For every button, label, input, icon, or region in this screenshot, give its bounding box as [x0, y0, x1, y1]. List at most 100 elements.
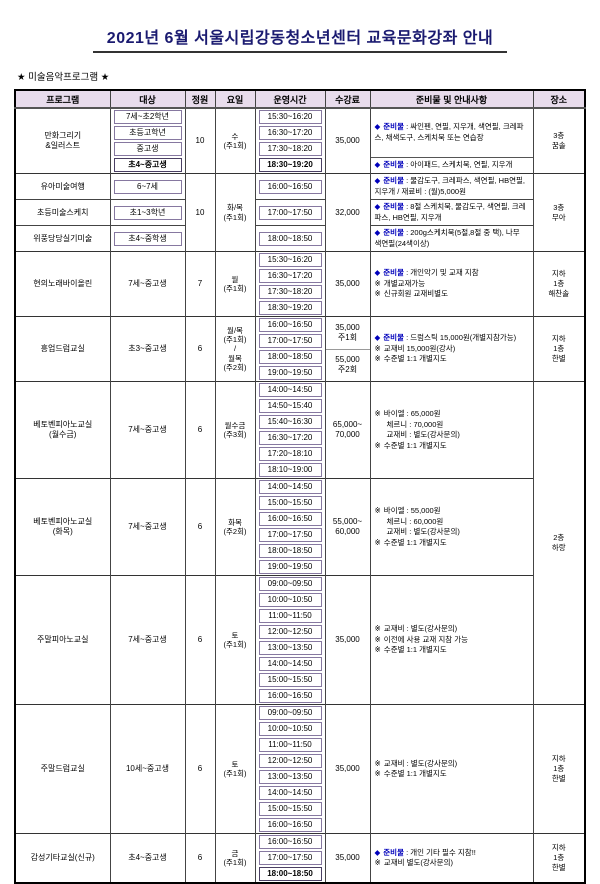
table-row: 베토벤피아노교실 (월수금) 7세~중고생 6 월수금 (주3회) 14:00~14:5…	[14, 381, 586, 705]
reference-mark-icon: ※	[374, 769, 381, 778]
note-text: 교재비 : 별도(강사문의)	[386, 527, 460, 536]
cell-time: 19:00~19:50	[254, 559, 326, 576]
table-row: 10:00~10:50	[15, 721, 585, 737]
note-text: 바이엘 : 55,000원	[383, 506, 441, 515]
table-row: 19:00~19:50	[15, 559, 585, 576]
table-row: 16:00~16:50	[15, 817, 585, 834]
note-text: 8절 스케치북, 물감도구, 색연필, 크레파스, HB연필, 지우개	[374, 202, 526, 222]
cell-place: 지하 1층 한별	[532, 704, 586, 834]
cell-time: 13:00~13:50	[254, 769, 326, 785]
note-text: 바이엘 : 65,000원	[383, 409, 441, 418]
reference-mark-icon: ※	[374, 409, 381, 418]
inset-box: 16:30~17:20	[258, 431, 322, 445]
note-text: 드럼스틱 15,000원(개별지참가능)	[410, 333, 517, 343]
inset-box: 16:30~17:20	[258, 269, 322, 283]
note-separator: :	[403, 122, 411, 132]
note-label: 준비물	[383, 228, 404, 237]
table-row: 17:00~17:50	[15, 333, 585, 349]
cell-target: 초등고학년	[109, 125, 186, 141]
reference-mark-icon: ※	[374, 645, 381, 655]
program-table: 프로그램 대상 정원 요일 운영시간 수강료 준비물 및 안내사항 장소 만화그리기 &일러스…	[14, 89, 586, 884]
column-header: 운영시간	[254, 89, 326, 109]
note-text: 수준별 1:1 개별지도	[383, 354, 447, 364]
cell-program: 주말드럼교실	[14, 704, 111, 834]
cell-fee: 65,000~ 70,000	[324, 381, 371, 479]
note-text: 수준별 1:1 개별지도	[383, 645, 447, 655]
inset-box: 18:10~19:00	[258, 463, 322, 477]
table-row: 13:00~13:50	[15, 769, 585, 785]
cell-time: 14:50~15:40	[254, 398, 326, 414]
diamond-icon: ◆	[374, 333, 381, 343]
cell-time: 15:00~15:50	[254, 801, 326, 817]
note-text: 아이패드, 스케치북, 연필, 지우개	[410, 160, 513, 169]
inset-box: 09:00~09:50	[258, 706, 322, 720]
table-row: 15:00~15:50	[15, 672, 585, 688]
note-text: 물감도구, 크레파스, 색연필, HB연필, 지우개 / 재료비 : (월)5,…	[374, 176, 525, 196]
inset-box: 18:00~18:50	[258, 350, 322, 364]
column-header: 정원	[184, 89, 216, 109]
page-title: 2021년 6월 서울시립강동청소년센터 교육문화강좌 안내	[92, 24, 508, 53]
note-text: 개인악기 및 교재 지참	[410, 268, 479, 278]
cell-time: 13:00~13:50	[254, 640, 326, 656]
cell-fee: 35,000	[324, 704, 371, 834]
note-line: ※ 교재비 : 별도(강사문의)	[375, 759, 529, 770]
note-text: 신규회원 교재비별도	[383, 289, 448, 299]
reference-mark-icon: ※	[374, 858, 381, 867]
table-row: 12:00~12:50	[15, 753, 585, 769]
cell-time: 15:00~15:50	[254, 495, 326, 511]
cell-capacity: 6	[184, 316, 216, 382]
table-row: 16:00~16:50	[15, 511, 585, 527]
cell-place: 3층 꿈솔	[532, 107, 586, 174]
column-header: 준비물 및 안내사항	[369, 89, 534, 109]
inset-box: 18:00~18:50	[258, 544, 322, 558]
document-page: 2021년 6월 서울시립강동청소년센터 교육문화강좌 안내 ★ 미술음악프로그…	[0, 24, 600, 884]
note-text: 교재비 : 별도(강사문의)	[386, 430, 460, 439]
cell-time: 11:00~11:50	[254, 608, 326, 624]
inset-box: 16:30~17:20	[258, 126, 322, 140]
table-row: 18:30~19:20	[15, 300, 585, 317]
reference-mark-icon: ※	[374, 624, 381, 634]
note-text: 수준별 1:1 개별지도	[383, 537, 447, 547]
cell-capacity: 6	[184, 833, 216, 883]
note-line: ◆ 준비물 : 아이패드, 스케치북, 연필, 지우개	[375, 160, 529, 171]
column-header: 요일	[214, 89, 256, 109]
note-line: ※ 바이엘 : 55,000원	[375, 506, 529, 517]
inset-box: 중고생	[113, 142, 182, 156]
cell-capacity: 6	[184, 381, 216, 479]
cell-notes: ◆ 준비물 : 개인악기 및 교재 지참 ※ 개별교재가능 ※ 신규회원 교재비별도	[369, 251, 534, 317]
cell-program: 베토벤피아노교실 (화목)	[14, 478, 111, 576]
inset-box: 14:00~14:50	[258, 657, 322, 671]
note-line: ※ 교재비 별도(강사문의)	[375, 858, 529, 869]
note-separator: :	[403, 176, 411, 185]
table-row: 흥업드럼교실 초3~중고생 6 월/목 (주1회) / 월목 (주2회) 16:00~1…	[14, 316, 586, 382]
note-line: ※ 교재비 15,000원(강사)	[375, 344, 529, 355]
note-line: ※ 개별교재가능	[375, 279, 529, 290]
column-header: 프로그램	[14, 89, 111, 109]
table-row: 위풍당당실기미술 초4~중학생 18:00~18:50 ◆ 준비물 : 200g스케치북…	[14, 225, 585, 252]
cell-time: 17:00~17:50	[254, 333, 326, 349]
section-label: ★ 미술음악프로그램 ★	[17, 72, 110, 83]
cell-time: 18:00~18:50	[254, 543, 326, 559]
inset-box: 16:00~16:50	[258, 512, 322, 526]
inset-box: 15:30~16:20	[258, 253, 322, 267]
note-label: 준비물	[383, 333, 404, 343]
diamond-icon: ◆	[374, 202, 381, 211]
table-row: 12:00~12:50	[15, 624, 585, 640]
cell-time: 15:30~16:20	[254, 107, 326, 125]
cell-fee: 35,000	[324, 833, 371, 883]
cell-time: 16:00~16:50	[254, 833, 326, 850]
table-body: 만화그리기 &일러스트 7세~초2학년 10 수 (주1회) 15:30~16:20 35…	[14, 107, 586, 883]
cell-time: 17:00~17:50	[254, 527, 326, 543]
inset-box: 17:00~17:50	[258, 334, 322, 348]
cell-program: 흥업드럼교실	[14, 316, 111, 382]
note-line: ◆ 준비물 : 개인 기타 필수 지참!!	[375, 848, 529, 859]
cell-time: 17:20~18:10	[254, 446, 326, 462]
cell-time: 15:00~15:50	[254, 672, 326, 688]
table-row: 초4~중고생 18:30~19:20 ◆ 준비물 : 아이패드, 스케치북, 연필, …	[15, 156, 585, 174]
cell-time: 16:30~17:20	[254, 125, 326, 141]
cell-program: 위풍당당실기미술	[14, 225, 111, 252]
title-row: 2021년 6월 서울시립강동청소년센터 교육문화강좌 안내	[0, 24, 600, 53]
note-line: ◆ 준비물 : 개인악기 및 교재 지참	[375, 268, 529, 279]
note-line: ◆ 준비물 : 싸인펜, 연필, 지우개, 색연필, 크레파스, 채색도구, 스케…	[375, 122, 529, 143]
cell-day: 토 (주1회)	[214, 575, 256, 705]
